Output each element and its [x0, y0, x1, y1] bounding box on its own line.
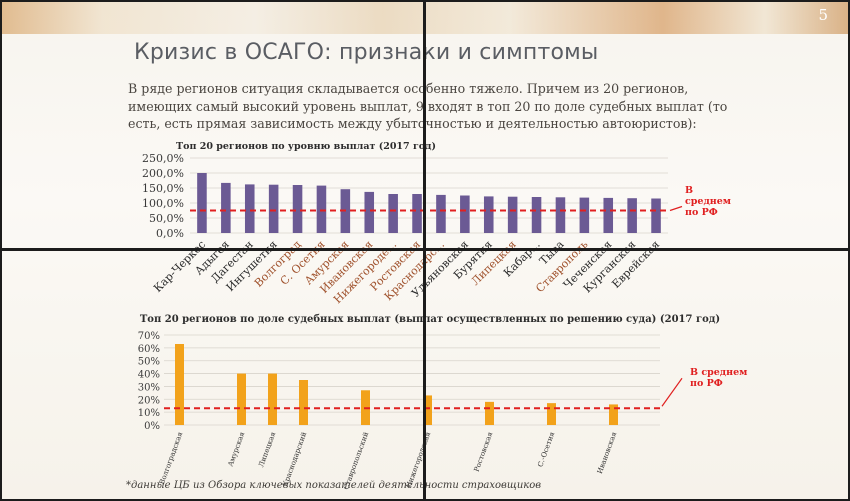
chart2-ytick: 40% [138, 370, 160, 381]
chart2-ytick: 20% [138, 395, 160, 406]
chart2-xtick: Волгоградская [158, 430, 185, 485]
chart1-bar [508, 197, 518, 233]
chart2-ytick: 50% [138, 357, 160, 368]
chart1-ytick: 0,0% [156, 227, 184, 240]
chart2-ytick: 0% [144, 421, 160, 432]
chart1-bar [651, 199, 661, 234]
chart2-bar [268, 374, 277, 425]
chart1-bar [364, 192, 374, 233]
chart1-bar [580, 198, 590, 233]
chart1-ytick: 100,0% [142, 197, 184, 210]
chart2-xtick: Ростовская [473, 430, 495, 473]
chart1-ytick: 200,0% [142, 167, 184, 180]
chart1-ytick: 50,0% [149, 212, 184, 225]
chart1-bar [197, 173, 207, 233]
chart1-bar [603, 198, 613, 233]
chart1-bar [532, 197, 542, 233]
screen-seam-horizontal [0, 248, 850, 251]
chart1-bar [484, 196, 494, 233]
chart1-bar [269, 185, 279, 233]
chart1-bar [221, 183, 231, 233]
chart2-xtick: С.-Осетия [536, 430, 556, 468]
chart2-ytick: 70% [138, 331, 160, 342]
chart1-ytick: 250,0% [142, 152, 184, 165]
chart1-bar [317, 186, 327, 233]
chart2-bar [485, 402, 494, 425]
chart1-bar [412, 194, 422, 233]
chart2-ytick: 30% [138, 382, 160, 393]
chart2-bar [299, 380, 308, 425]
chart2-bar [237, 374, 246, 425]
chart2-title: Топ 20 регионов по доле судебных выплат … [140, 314, 720, 325]
chart2-ytick: 60% [138, 344, 160, 355]
chart1-bar [556, 197, 566, 233]
chart1-bar [627, 198, 637, 233]
chart2-xtick: Липецкая [257, 430, 277, 468]
chart1-average-pointer [670, 207, 682, 211]
chart1-bar [245, 184, 255, 233]
chart1-bar [436, 195, 446, 233]
footnote: *данные ЦБ из Обзора ключевых показателе… [126, 480, 541, 491]
chart2-xtick: Ивановская [596, 430, 619, 475]
chart2-xtick: Амурская [226, 430, 246, 467]
chart2-bar [547, 403, 556, 425]
chart2-bar [175, 344, 184, 425]
chart1-title: Топ 20 регионов по уровню выплат (2017 г… [176, 141, 436, 152]
chart2-ytick: 10% [138, 408, 160, 419]
chart1-bar [460, 196, 470, 234]
chart1-bar [293, 185, 303, 233]
chart1-bar [388, 194, 398, 233]
chart2-average-label: В среднем по РФ [690, 367, 747, 389]
chart2-average-pointer [662, 378, 682, 406]
chart1-ytick: 150,0% [142, 182, 184, 195]
